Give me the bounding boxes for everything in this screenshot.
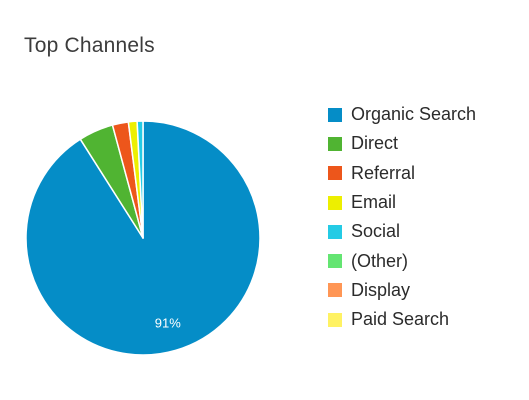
legend-item-display[interactable]: Display <box>328 276 476 305</box>
legend-label: Display <box>351 279 411 300</box>
legend-swatch <box>328 136 342 151</box>
chart-title: Top Channels <box>24 34 155 57</box>
legend-swatch <box>328 166 342 181</box>
legend-item-social[interactable]: Social <box>328 217 476 246</box>
chart-legend: Organic Search Direct Referral Email Social (… <box>328 100 476 334</box>
pie-data-label: 91% <box>155 315 181 330</box>
legend-swatch <box>328 107 342 122</box>
legend-label: (Other) <box>351 250 409 271</box>
legend-swatch <box>328 254 342 269</box>
legend-label: Email <box>351 192 397 213</box>
legend-item-email[interactable]: Email <box>328 188 476 217</box>
legend-swatch <box>328 312 342 327</box>
legend-label: Referral <box>351 162 416 183</box>
pie-slice-social[interactable] <box>136 120 144 239</box>
legend-label: Organic Search <box>351 104 477 125</box>
legend-item-direct[interactable]: Direct <box>328 129 476 158</box>
legend-label: Paid Search <box>351 309 450 330</box>
legend-swatch <box>328 283 342 298</box>
legend-swatch <box>328 195 342 210</box>
legend-item-paid-search[interactable]: Paid Search <box>328 305 476 334</box>
legend-item-organic-search[interactable]: Organic Search <box>328 100 476 129</box>
legend-item-other[interactable]: (Other) <box>328 246 476 275</box>
legend-item-referral[interactable]: Referral <box>328 159 476 188</box>
legend-swatch <box>328 224 342 239</box>
legend-label: Social <box>351 221 401 242</box>
legend-label: Direct <box>351 133 399 154</box>
